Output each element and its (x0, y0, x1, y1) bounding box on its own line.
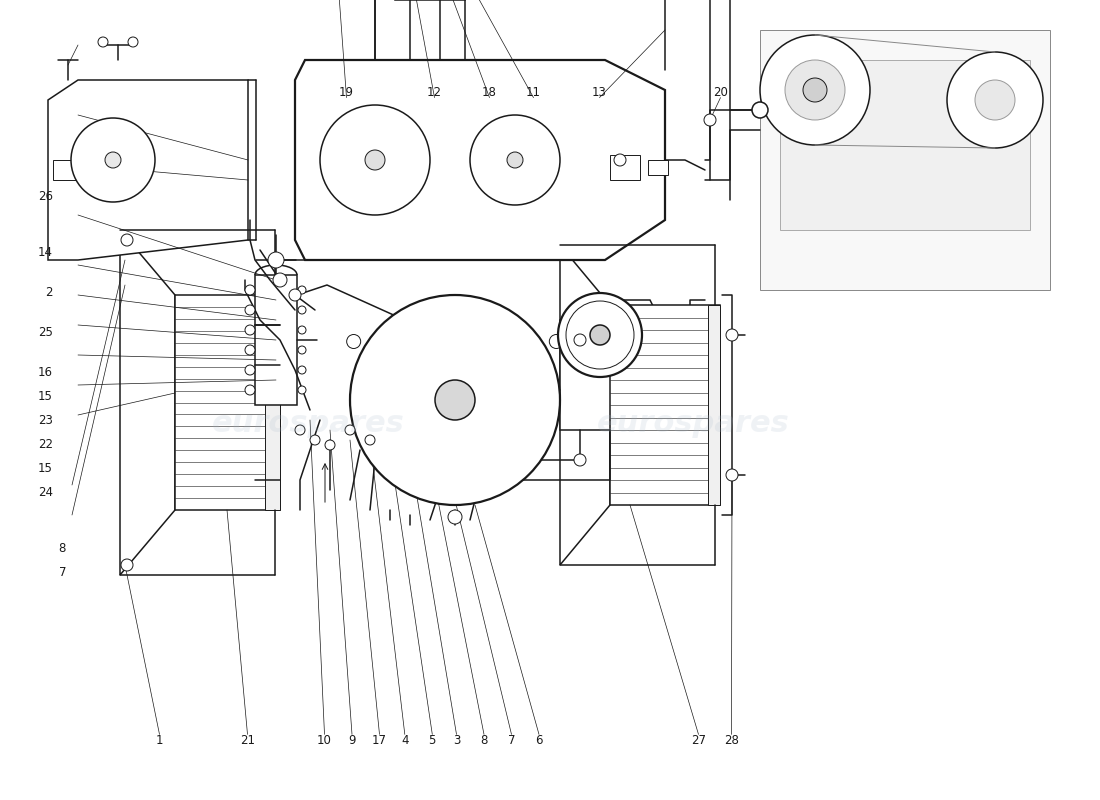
Text: 14: 14 (37, 246, 53, 258)
Circle shape (365, 150, 385, 170)
Bar (648, 160, 668, 175)
Circle shape (98, 37, 108, 47)
Circle shape (726, 329, 738, 341)
Circle shape (289, 289, 301, 301)
Text: 11: 11 (526, 86, 541, 98)
Text: 8: 8 (481, 734, 487, 746)
Polygon shape (560, 300, 660, 430)
Text: 18: 18 (482, 86, 497, 98)
Circle shape (320, 105, 430, 215)
Circle shape (345, 425, 355, 435)
Circle shape (121, 559, 133, 571)
Text: 22: 22 (37, 438, 53, 450)
Text: 10: 10 (317, 734, 332, 746)
Text: 9: 9 (349, 734, 355, 746)
Circle shape (273, 273, 287, 287)
Circle shape (245, 365, 255, 375)
Text: 7: 7 (508, 734, 515, 746)
Text: 5: 5 (429, 734, 436, 746)
Circle shape (803, 78, 827, 102)
Bar (610, 305, 720, 505)
Circle shape (245, 285, 255, 295)
Circle shape (947, 52, 1043, 148)
Circle shape (72, 118, 155, 202)
Bar (53, 160, 78, 180)
Polygon shape (48, 80, 248, 260)
Circle shape (324, 440, 336, 450)
Text: 8: 8 (58, 542, 66, 554)
Text: 20: 20 (713, 86, 728, 98)
Text: 2: 2 (45, 286, 53, 298)
Text: 24: 24 (37, 486, 53, 498)
Text: eurospares: eurospares (211, 410, 405, 438)
Bar (780, 60, 1030, 230)
Text: 15: 15 (37, 462, 53, 474)
Circle shape (760, 35, 870, 145)
Text: 15: 15 (37, 390, 53, 402)
Circle shape (365, 435, 375, 445)
Circle shape (298, 386, 306, 394)
Polygon shape (120, 230, 175, 575)
Circle shape (752, 102, 768, 118)
Circle shape (574, 454, 586, 466)
Circle shape (549, 334, 563, 349)
Bar (760, 30, 1050, 290)
Circle shape (975, 80, 1015, 120)
Bar (708, 305, 720, 505)
Text: 16: 16 (37, 366, 53, 378)
Bar (610, 155, 640, 180)
Circle shape (566, 301, 634, 369)
Text: eurospares: eurospares (596, 410, 790, 438)
Circle shape (298, 286, 306, 294)
Circle shape (310, 435, 320, 445)
Text: 12: 12 (427, 86, 442, 98)
Circle shape (704, 114, 716, 126)
Text: 7: 7 (58, 566, 66, 578)
Circle shape (350, 295, 560, 505)
Circle shape (448, 510, 462, 524)
Circle shape (245, 325, 255, 335)
Text: 3: 3 (453, 734, 460, 746)
Text: 17: 17 (372, 734, 387, 746)
Circle shape (785, 60, 845, 120)
Circle shape (104, 152, 121, 168)
Circle shape (574, 334, 586, 346)
Circle shape (245, 305, 255, 315)
Text: 13: 13 (592, 86, 607, 98)
Bar (265, 295, 280, 510)
Text: 28: 28 (724, 734, 739, 746)
Circle shape (298, 346, 306, 354)
Circle shape (470, 115, 560, 205)
Text: 1: 1 (156, 734, 163, 746)
Circle shape (245, 385, 255, 395)
Polygon shape (295, 60, 666, 260)
Circle shape (614, 154, 626, 166)
Bar (255, 275, 297, 405)
Circle shape (128, 37, 138, 47)
Circle shape (590, 325, 610, 345)
Text: 21: 21 (240, 734, 255, 746)
Circle shape (245, 345, 255, 355)
Circle shape (298, 326, 306, 334)
Circle shape (726, 469, 738, 481)
Circle shape (346, 334, 361, 349)
Text: 4: 4 (402, 734, 408, 746)
Bar (175, 295, 280, 510)
Circle shape (507, 152, 522, 168)
Text: 6: 6 (536, 734, 542, 746)
Circle shape (434, 380, 475, 420)
Circle shape (298, 366, 306, 374)
Text: 26: 26 (37, 190, 53, 202)
Circle shape (295, 425, 305, 435)
Text: 25: 25 (37, 326, 53, 338)
Text: 27: 27 (691, 734, 706, 746)
Circle shape (121, 234, 133, 246)
Text: 23: 23 (37, 414, 53, 426)
Circle shape (558, 293, 642, 377)
Polygon shape (560, 245, 610, 565)
Circle shape (298, 306, 306, 314)
Text: 19: 19 (339, 86, 354, 98)
Circle shape (268, 252, 284, 268)
